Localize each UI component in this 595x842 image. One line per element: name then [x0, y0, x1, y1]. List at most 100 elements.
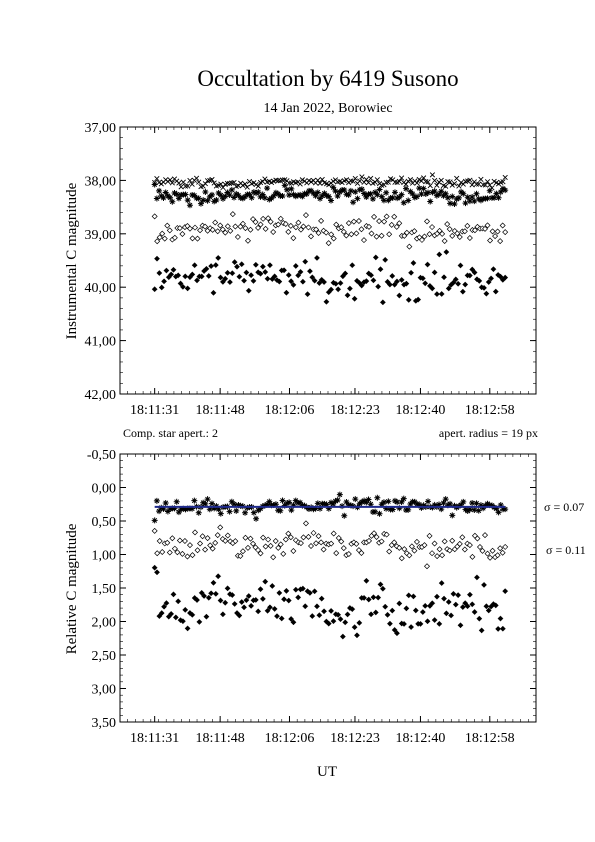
series-open-diamond [151, 520, 509, 570]
data-point [205, 594, 212, 601]
data-point [219, 611, 226, 618]
data-point [194, 597, 200, 603]
data-point [408, 269, 414, 276]
data-point [309, 613, 316, 619]
data-point [474, 223, 481, 230]
data-point [151, 527, 158, 534]
data-point [344, 292, 351, 299]
y-tick-label: 1,50 [92, 582, 117, 597]
data-point [429, 224, 436, 231]
data-point [396, 600, 403, 607]
data-point [236, 612, 243, 619]
data-point [297, 269, 304, 275]
data-point [276, 278, 283, 285]
data-point [242, 509, 249, 516]
data-point [447, 179, 453, 185]
data-point [441, 237, 448, 244]
data-point [154, 176, 160, 182]
data-point [318, 217, 325, 224]
data-point [354, 632, 360, 639]
data-point [401, 621, 407, 627]
data-point [372, 189, 379, 196]
data-point [431, 501, 438, 508]
data-point [482, 532, 489, 539]
data-point [218, 181, 224, 187]
data-point [469, 553, 476, 560]
data-point [358, 226, 365, 233]
data-point [489, 547, 496, 554]
data-point [454, 230, 461, 237]
data-point [219, 226, 226, 233]
data-point [209, 545, 216, 552]
data-point [366, 537, 373, 544]
data-point [184, 197, 191, 204]
data-point [212, 590, 219, 597]
data-point [427, 198, 434, 205]
data-point [363, 499, 370, 506]
data-point [215, 190, 222, 196]
data-point [494, 228, 501, 235]
data-point [186, 202, 193, 209]
data-point [182, 606, 189, 613]
data-point [275, 190, 282, 197]
data-point [335, 286, 342, 293]
data-point [248, 194, 255, 201]
data-point [360, 237, 367, 244]
data-point [457, 262, 464, 269]
data-point [266, 498, 273, 505]
data-point [175, 509, 182, 516]
data-point [353, 230, 360, 237]
data-point [499, 549, 506, 556]
data-point [421, 542, 428, 549]
data-point [187, 610, 193, 616]
data-point [302, 603, 309, 610]
data-point [440, 192, 447, 199]
data-point [229, 270, 236, 277]
data-point [179, 618, 186, 625]
data-point [252, 261, 259, 268]
data-point [365, 270, 372, 277]
data-point [182, 506, 189, 513]
data-point [228, 186, 235, 193]
data-point [396, 220, 403, 227]
data-point [394, 630, 400, 637]
data-point [257, 221, 264, 228]
data-point [340, 545, 347, 552]
data-point [466, 234, 473, 241]
data-point [431, 540, 438, 547]
data-point [244, 544, 251, 551]
data-point [443, 249, 450, 255]
data-point [408, 543, 415, 550]
data-point [421, 233, 428, 240]
data-point [255, 183, 261, 189]
data-point [303, 190, 310, 197]
data-point [338, 224, 345, 231]
data-point [315, 230, 322, 237]
data-point [482, 182, 488, 188]
data-point [285, 530, 292, 537]
data-point [283, 500, 290, 507]
data-point [403, 181, 409, 187]
data-point [292, 224, 299, 231]
data-point [419, 275, 426, 282]
data-point [426, 231, 433, 238]
data-point [451, 200, 458, 207]
data-point [211, 198, 218, 205]
data-point [366, 223, 373, 230]
data-point [320, 227, 327, 234]
data-point [476, 544, 483, 551]
data-point [438, 291, 445, 297]
data-point [350, 539, 357, 546]
data-point [485, 279, 492, 285]
data-point [259, 263, 266, 270]
data-point [321, 279, 327, 285]
data-point [499, 625, 506, 632]
data-point [479, 547, 486, 554]
data-point [295, 594, 302, 601]
data-point [212, 219, 219, 226]
data-point [348, 231, 355, 238]
data-point [367, 190, 374, 197]
data-point [191, 192, 198, 199]
data-point [242, 534, 249, 541]
